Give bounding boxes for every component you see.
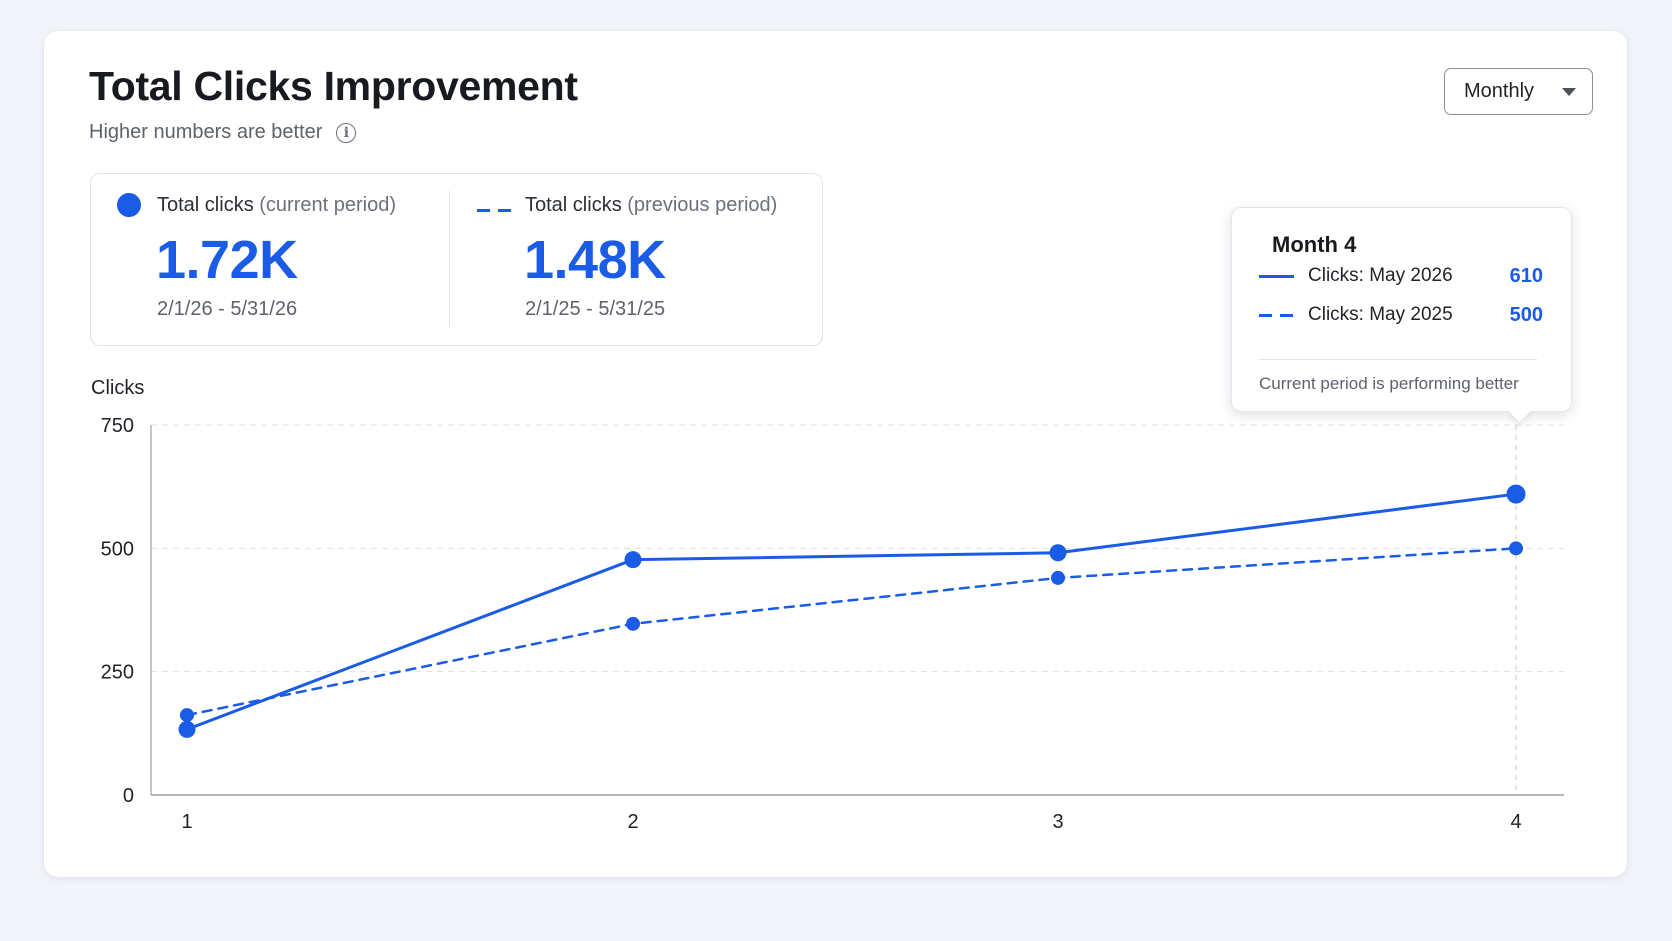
previous-period-point	[180, 708, 194, 723]
previous-metric-label-text: Total clicks	[525, 194, 622, 216]
current-metric-qualifier: (current period)	[259, 194, 396, 216]
x-tick-label: 4	[1510, 811, 1521, 833]
y-tick-label: 750	[101, 415, 134, 437]
tooltip-title: Month 4	[1272, 232, 1357, 257]
tooltip-row-label: Clicks: May 2026	[1308, 265, 1453, 286]
chart-tooltip: Month 4 Clicks: May 2026 610 Clicks: May…	[1231, 207, 1572, 412]
tooltip-row-previous: Clicks: May 2025 500	[1259, 302, 1543, 328]
solid-line-icon	[1259, 274, 1294, 278]
x-tick-label: 1	[181, 811, 192, 833]
page-title: Total Clicks Improvement	[89, 63, 578, 109]
previous-period-point	[1051, 570, 1065, 585]
period-dropdown[interactable]: Monthly	[1444, 68, 1593, 115]
y-tick-label: 0	[123, 785, 134, 807]
tooltip-row-current: Clicks: May 2026 610	[1259, 263, 1543, 289]
previous-period-line	[185, 547, 1518, 717]
current-period-point	[624, 551, 642, 569]
previous-period-point	[626, 616, 640, 631]
tooltip-row-value: 610	[1509, 264, 1543, 287]
x-tick-label: 3	[1052, 811, 1063, 833]
current-metric-label: Total clicks (current period)	[157, 194, 396, 217]
subtitle-text: Higher numbers are better	[89, 121, 323, 143]
y-axis-title: Clicks	[91, 377, 145, 399]
previous-period-dash-icon	[477, 209, 511, 212]
subtitle: Higher numbers are better i	[89, 121, 357, 144]
period-dropdown-value: Monthly	[1464, 80, 1535, 102]
tooltip-row-label: Clicks: May 2025	[1308, 304, 1453, 325]
summary-divider	[449, 191, 450, 327]
tooltip-row-current	[1259, 470, 1543, 496]
current-metric-label-text: Total clicks	[157, 194, 254, 216]
previous-metric-range: 2/1/25 - 5/31/25	[525, 298, 666, 320]
previous-metric-value: 1.48K	[524, 230, 666, 290]
tooltip-note: Current period is performing better	[1259, 374, 1519, 393]
tooltip-row-value: 500	[1509, 303, 1543, 326]
caret-down-icon	[1562, 87, 1576, 96]
dashed-line-icon	[1259, 313, 1294, 317]
previous-metric-label: Total clicks (previous period)	[525, 194, 777, 217]
current-period-line	[185, 492, 1518, 731]
info-icon[interactable]: i	[336, 122, 357, 143]
current-period-dot-icon	[117, 193, 141, 217]
y-tick-label: 500	[101, 538, 134, 560]
summary-panel	[90, 173, 823, 346]
current-period-point	[178, 720, 196, 738]
current-period-point	[1049, 544, 1067, 562]
current-metric-range: 2/1/26 - 5/31/26	[157, 298, 298, 320]
current-period-point	[1506, 484, 1526, 504]
previous-period-point	[1509, 541, 1523, 556]
previous-metric-qualifier: (previous period)	[627, 194, 778, 216]
tooltip-separator	[1259, 359, 1537, 360]
x-tick-label: 2	[627, 811, 638, 833]
y-tick-label: 250	[101, 662, 134, 684]
chart-card	[44, 31, 1627, 877]
current-metric-value: 1.72K	[156, 230, 298, 290]
